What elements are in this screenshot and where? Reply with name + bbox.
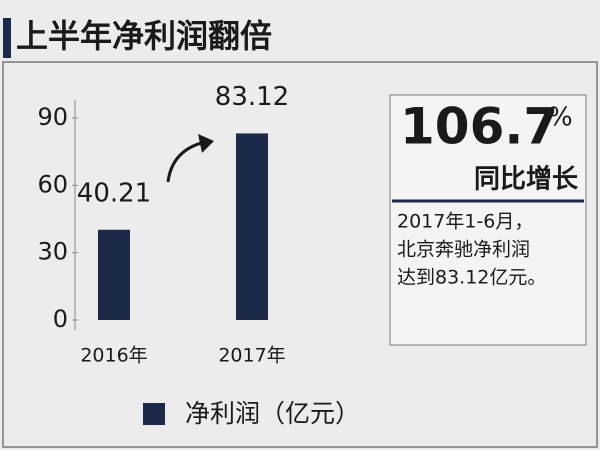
- arrow-head: [198, 134, 214, 153]
- bar: [236, 133, 268, 320]
- note-line: 2017年1-6月，: [397, 211, 533, 233]
- legend-label: 净利润（亿元）: [185, 399, 360, 428]
- side-panel: [389, 94, 587, 346]
- value-label: 83.12: [215, 82, 289, 112]
- x-tick-label: 2016年: [80, 345, 147, 367]
- bar: [98, 229, 130, 320]
- x-tick-label: 2017年: [218, 345, 285, 367]
- y-tick-label: 90: [37, 103, 68, 131]
- y-tick-label: 30: [37, 238, 68, 266]
- note-line: 北京奔驰净利润: [397, 239, 530, 261]
- y-tick-label: 60: [37, 170, 68, 198]
- value-label: 40.21: [77, 178, 151, 208]
- y-tick-label: 0: [53, 305, 68, 333]
- frame: [2, 61, 598, 448]
- growth-value: 106.7: [400, 98, 558, 156]
- legend-swatch: [143, 403, 165, 425]
- chart-title: 上半年净利润翻倍: [16, 17, 272, 55]
- title-accent: [3, 18, 11, 58]
- growth-label: 同比增长: [474, 164, 579, 195]
- note-line: 达到83.12亿元。: [397, 267, 546, 289]
- growth-unit: %: [548, 103, 573, 133]
- arrow: [166, 140, 206, 183]
